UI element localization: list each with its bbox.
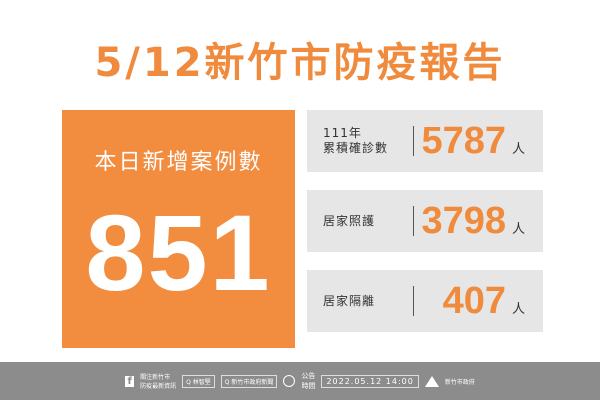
announce-label-2: 時間 [301, 382, 316, 390]
stat-value: 407 [442, 279, 506, 322]
stat-label: 居家隔離 [323, 293, 376, 308]
stat-label-1: 111年 [323, 126, 362, 140]
follow-text-2: 防疫最新資訊 [140, 383, 177, 390]
divider [413, 206, 414, 236]
divider [413, 126, 414, 156]
stat-home-isolation: 居家隔離 407 人 [307, 270, 543, 332]
stat-unit: 人 [511, 221, 525, 237]
follow-text: 關注新竹市 [140, 374, 171, 381]
divider [413, 286, 414, 316]
announce-datetime: 2022.05.12 14:00 [321, 374, 419, 388]
search-tag-1: Q 林智堅 [182, 374, 215, 388]
footer: f 關注新竹市防疫最新資訊 Q 林智堅 Q 新竹市政府新聞 公告時間 2022.… [0, 362, 600, 400]
city-government-logo-icon [424, 375, 439, 387]
stat-value: 3798 [421, 199, 506, 242]
daily-cases-value: 851 [85, 192, 272, 313]
search-tag-2: Q 新竹市政府新聞 [220, 374, 278, 388]
page-title: 5/12新竹市防疫報告 [94, 40, 506, 86]
daily-cases-panel: 本日新增案例數 851 [62, 110, 295, 348]
clock-icon [283, 375, 296, 387]
stat-home-care: 居家照護 3798 人 [307, 190, 543, 252]
stat-label-2: 累積確診數 [323, 141, 389, 155]
stat-unit: 人 [511, 301, 525, 317]
announce-label: 公告 [301, 372, 316, 380]
stat-unit: 人 [511, 141, 525, 157]
org-name: 新竹市政府 [444, 378, 475, 386]
stat-label: 居家照護 [323, 213, 376, 228]
stat-cumulative: 111年 累積確診數 5787 人 [307, 110, 543, 172]
stat-value: 5787 [421, 119, 506, 162]
daily-cases-label: 本日新增案例數 [94, 150, 263, 175]
facebook-icon: f [125, 375, 135, 387]
